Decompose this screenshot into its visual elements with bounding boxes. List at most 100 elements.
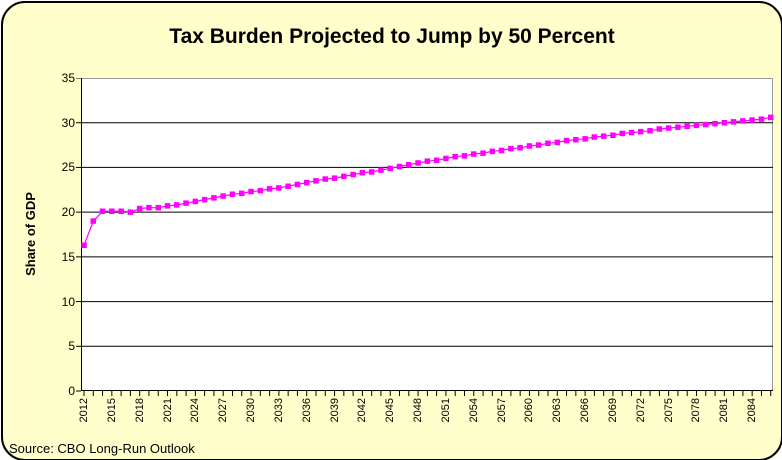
data-point-marker: [294, 181, 301, 188]
data-point-marker: [99, 208, 106, 214]
data-point-marker: [656, 126, 663, 132]
data-point-marker: [192, 198, 199, 205]
x-tick-label: 2027: [217, 398, 230, 423]
data-point-marker: [276, 185, 282, 191]
x-tick-label: 2045: [384, 398, 397, 423]
data-point-marker: [712, 120, 718, 127]
source-note: Source: CBO Long-Run Outlook: [9, 441, 195, 456]
x-tick-label: 2024: [189, 398, 202, 423]
x-tick-label: 2033: [272, 398, 285, 423]
data-point-marker: [424, 158, 431, 164]
x-tick-label: 2066: [579, 398, 592, 423]
data-point-marker: [378, 167, 384, 173]
data-point-marker: [368, 169, 375, 175]
x-tick-label: 2075: [662, 398, 675, 423]
data-point-marker: [322, 176, 328, 182]
data-point-marker: [628, 129, 635, 136]
x-tick-label: 2048: [412, 398, 425, 423]
data-point-marker: [248, 188, 254, 195]
y-axis-title: Share of GDP: [23, 192, 38, 276]
x-tick-label: 2021: [161, 398, 174, 423]
y-tick-label: 5: [68, 339, 75, 354]
data-point-marker: [183, 200, 189, 206]
data-point-marker: [480, 150, 486, 156]
plot-background: [81, 78, 773, 391]
data-point-marker: [155, 204, 161, 211]
data-point-marker: [619, 130, 625, 137]
data-point-marker: [721, 120, 728, 126]
data-point-marker: [211, 195, 217, 201]
x-tick-label: 2063: [551, 398, 564, 423]
x-tick-label: 2072: [634, 398, 647, 423]
chart-title: Tax Burden Projected to Jump by 50 Perce…: [169, 25, 615, 48]
data-point-marker: [229, 191, 236, 197]
data-point-marker: [591, 134, 598, 140]
data-point-marker: [600, 133, 607, 139]
x-tick-label: 2057: [495, 398, 508, 423]
data-point-marker: [239, 190, 245, 197]
data-point-marker: [471, 151, 477, 157]
data-point-marker: [693, 122, 700, 129]
x-tick-label: 2039: [328, 398, 341, 423]
data-point-marker: [257, 187, 264, 194]
data-point-marker: [489, 148, 496, 155]
y-tick-label: 10: [61, 294, 75, 309]
data-point-marker: [703, 121, 709, 128]
y-tick-label: 25: [61, 160, 75, 175]
data-point-marker: [554, 139, 560, 146]
data-point-marker: [109, 208, 115, 214]
x-tick-label: 2084: [746, 398, 759, 423]
data-point-marker: [164, 203, 171, 209]
x-tick-label: 2030: [245, 398, 258, 423]
data-point-marker: [266, 186, 273, 192]
data-point-marker: [545, 140, 551, 146]
x-tick-label: 2018: [133, 398, 146, 423]
y-tick-label: 30: [61, 115, 75, 130]
data-point-marker: [136, 205, 143, 212]
data-point-marker: [665, 125, 672, 131]
data-point-marker: [563, 137, 570, 144]
data-point-marker: [675, 124, 681, 130]
data-point-marker: [730, 119, 737, 125]
data-point-marker: [341, 173, 347, 180]
x-tick-label: 2051: [439, 398, 452, 423]
data-point-marker: [536, 142, 542, 148]
y-tick-label: 15: [61, 249, 75, 264]
data-point-marker: [758, 116, 765, 122]
data-point-marker: [304, 179, 310, 186]
data-point-marker: [768, 114, 774, 121]
x-tick-label: 2060: [523, 398, 536, 423]
data-point-marker: [461, 153, 468, 159]
data-point-marker: [508, 145, 514, 152]
y-tick-label: 35: [61, 71, 75, 85]
x-tick-label: 2036: [300, 398, 313, 423]
data-point-marker: [433, 157, 440, 163]
data-point-marker: [406, 162, 412, 168]
x-tick-label: 2015: [105, 398, 118, 423]
data-point-marker: [118, 208, 124, 214]
y-tick-label: 0: [68, 384, 75, 398]
data-point-marker: [638, 128, 644, 135]
data-point-marker: [647, 128, 653, 134]
data-point-marker: [220, 193, 226, 199]
data-point-marker: [201, 196, 208, 203]
plot-area: [76, 78, 774, 396]
data-point-marker: [285, 183, 291, 189]
y-tick-label: 20: [61, 205, 75, 220]
data-point-marker: [443, 155, 449, 162]
data-point-marker: [452, 153, 458, 160]
x-tick-label: 2081: [718, 398, 731, 423]
data-point-marker: [396, 163, 403, 170]
data-point-marker: [331, 175, 338, 181]
data-point-marker: [684, 123, 690, 129]
data-point-marker: [415, 160, 421, 166]
data-point-marker: [498, 147, 505, 154]
x-tick-label: 2078: [690, 398, 703, 423]
data-point-marker: [313, 178, 319, 184]
data-point-marker: [387, 165, 393, 172]
data-point-marker: [740, 118, 746, 124]
data-point-marker: [127, 209, 134, 215]
data-point-marker: [350, 171, 356, 178]
x-tick-label: 2054: [467, 398, 480, 423]
